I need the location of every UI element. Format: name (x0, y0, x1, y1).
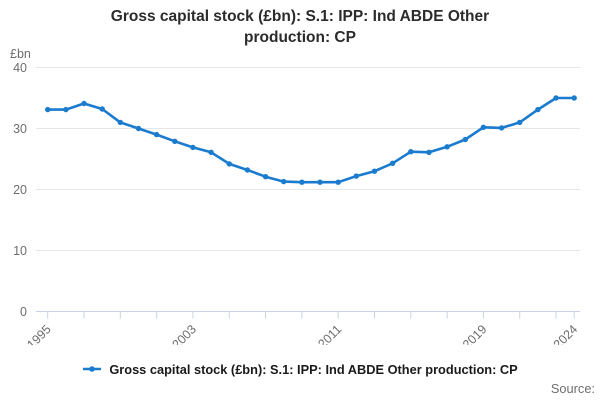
x-axis-tick-label: 1995 (24, 322, 54, 345)
data-point-marker[interactable] (190, 144, 196, 151)
series-line[interactable] (46, 96, 576, 184)
y-axis-tick-label: 10 (13, 244, 27, 258)
chart-title-text: Gross capital stock (£bn): S.1: IPP: Ind… (110, 8, 490, 46)
data-point-marker[interactable] (299, 179, 305, 185)
data-point-marker[interactable] (517, 119, 523, 126)
y-axis-tick-label: 30 (13, 122, 27, 136)
y-axis-tick-label: 0 (20, 305, 27, 319)
x-axis-tick-label: 2019 (460, 322, 490, 345)
x-axis-tick-label: 2011 (315, 322, 344, 345)
legend-line-marker-icon (83, 366, 102, 372)
line-chart-canvas[interactable]: 0 10 20 30 40£bn 1995 2003 2011 2019 2024 (0, 0, 600, 345)
data-point-marker[interactable] (317, 179, 323, 185)
data-point-marker[interactable] (535, 106, 541, 113)
data-point-marker[interactable] (480, 124, 487, 130)
legend-item-label: Gross capital stock (£bn): S.1: IPP: Ind… (109, 361, 518, 377)
data-point-marker[interactable] (571, 95, 577, 101)
data-point-marker[interactable] (426, 149, 432, 155)
data-point-marker[interactable] (389, 160, 396, 166)
data-point-marker[interactable] (408, 149, 414, 155)
legend[interactable]: Gross capital stock (£bn): S.1: IPP: Ind… (0, 360, 600, 378)
data-point-marker[interactable] (99, 106, 105, 112)
data-point-marker[interactable] (208, 149, 214, 155)
page-title: Gross capital stock (£bn): S.1: IPP: Ind… (0, 6, 600, 48)
y-axis-tick-label: 40 (13, 61, 27, 75)
y-axis-unit-label: £bn (10, 47, 31, 61)
x-axis-tick-label: 2024 (551, 322, 581, 345)
data-point-marker[interactable] (262, 174, 269, 180)
data-point-marker[interactable] (153, 131, 160, 138)
data-point-marker[interactable] (63, 106, 69, 113)
data-point-marker[interactable] (172, 138, 178, 144)
data-point-marker[interactable] (444, 144, 450, 150)
data-point-marker[interactable] (45, 106, 51, 113)
source-label: Source: (550, 381, 595, 396)
data-point-marker[interactable] (117, 119, 124, 126)
data-point-marker[interactable] (244, 167, 251, 173)
data-point-marker[interactable] (335, 179, 341, 185)
y-axis-tick-label: 20 (13, 183, 27, 197)
x-axis-tick-label: 2003 (169, 322, 199, 345)
data-point-marker[interactable] (498, 125, 505, 131)
data-point-marker[interactable] (81, 100, 87, 107)
data-point-marker[interactable] (553, 95, 559, 101)
data-point-marker[interactable] (281, 178, 287, 185)
data-point-marker[interactable] (226, 161, 232, 167)
data-point-marker[interactable] (462, 136, 468, 143)
data-point-marker[interactable] (353, 173, 359, 179)
data-point-marker[interactable] (135, 125, 142, 132)
data-point-marker[interactable] (371, 168, 378, 174)
